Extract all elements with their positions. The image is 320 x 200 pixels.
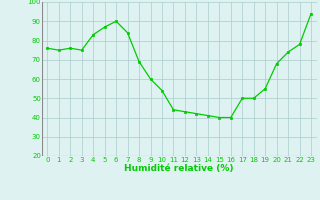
X-axis label: Humidité relative (%): Humidité relative (%) [124,164,234,173]
